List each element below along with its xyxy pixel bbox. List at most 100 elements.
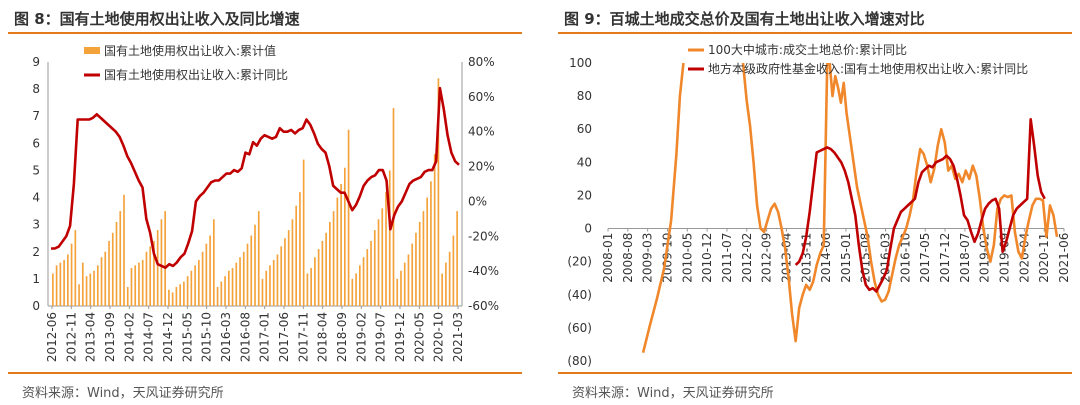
x-tick-label: 2020-10 bbox=[432, 312, 446, 362]
y-left-tick-label: 6 bbox=[32, 136, 40, 150]
bar bbox=[310, 268, 312, 306]
y-tick-label: 80 bbox=[577, 89, 592, 103]
bar bbox=[373, 230, 376, 306]
bar bbox=[377, 219, 380, 306]
bar bbox=[403, 262, 406, 306]
land-price-series-line bbox=[741, 62, 829, 343]
source-rule bbox=[8, 372, 522, 374]
bar bbox=[437, 78, 440, 306]
bar bbox=[67, 254, 69, 306]
y-left-tick-label: 3 bbox=[32, 218, 40, 232]
bar bbox=[336, 197, 339, 306]
x-tick-label: 2021-03 bbox=[451, 312, 465, 362]
bar bbox=[59, 262, 62, 306]
bar bbox=[81, 262, 84, 306]
x-tick-label: 2015-05 bbox=[180, 312, 194, 362]
bar bbox=[257, 211, 260, 306]
bar bbox=[329, 221, 331, 306]
x-tick-label: 2009-03 bbox=[641, 233, 655, 283]
bar bbox=[216, 287, 219, 306]
bar bbox=[93, 270, 95, 306]
bar bbox=[52, 273, 54, 306]
bar bbox=[433, 154, 436, 306]
y-right-tick-label: 80% bbox=[468, 55, 495, 69]
bar bbox=[388, 170, 391, 306]
bar bbox=[317, 249, 320, 306]
y-tick-label: 100 bbox=[569, 56, 592, 70]
bar bbox=[430, 181, 432, 306]
legend-label-red: 地方本级政府性基金收入:国有土地使用权出让收入:累计同比 bbox=[708, 61, 1028, 76]
x-tick-label: 2012-02 bbox=[740, 233, 754, 283]
y-right-tick-label: -20% bbox=[468, 229, 499, 243]
y-tick-label: (40) bbox=[567, 288, 592, 302]
bar bbox=[85, 276, 88, 306]
bar bbox=[175, 287, 178, 306]
bar bbox=[347, 129, 350, 306]
y-right-tick-label: 40% bbox=[468, 125, 495, 139]
chart-source: 资料来源：Wind，天风证券研究所 bbox=[22, 386, 224, 401]
bar bbox=[284, 238, 286, 306]
bar bbox=[212, 219, 215, 306]
bar bbox=[130, 268, 133, 306]
y-left-tick-label: 5 bbox=[32, 163, 40, 177]
bar bbox=[153, 240, 155, 306]
x-tick-label: 2010-12 bbox=[700, 233, 714, 283]
x-tick-label: 2019-12 bbox=[393, 312, 407, 362]
title-rule bbox=[558, 32, 1072, 34]
bar bbox=[183, 281, 185, 306]
chart-title: 图 9：百城土地成交总价及国有土地出让收入增速对比 bbox=[564, 10, 925, 28]
land-price-series-line bbox=[828, 62, 1059, 303]
chart-panel-land-price-comparison: 图 9：百城土地成交总价及国有土地出让收入增速对比 (80) (60) (40) (2… bbox=[550, 0, 1080, 405]
bar bbox=[63, 259, 65, 306]
bar bbox=[108, 240, 110, 306]
land-revenue-series-line bbox=[794, 117, 1046, 293]
bar bbox=[332, 211, 335, 306]
bar bbox=[392, 108, 395, 306]
bar bbox=[280, 246, 283, 306]
bar bbox=[358, 265, 361, 306]
title-rule bbox=[8, 32, 522, 34]
bar bbox=[250, 235, 253, 306]
y-tick-label: 60 bbox=[577, 122, 592, 136]
bar bbox=[235, 262, 238, 306]
bar bbox=[104, 251, 107, 306]
bar bbox=[343, 167, 346, 306]
bar bbox=[74, 230, 77, 306]
bar bbox=[205, 243, 208, 306]
bar bbox=[362, 257, 365, 306]
x-tick-label: 2010-05 bbox=[680, 233, 694, 283]
bar bbox=[400, 270, 402, 306]
bar bbox=[272, 259, 275, 306]
x-tick-label: 2014-07 bbox=[142, 312, 156, 362]
x-tick-label: 2014-12 bbox=[161, 312, 175, 362]
bar bbox=[456, 211, 458, 306]
bar bbox=[254, 224, 256, 306]
legend-label-line: 国有土地使用权出让收入:累计同比 bbox=[104, 67, 288, 82]
bar bbox=[231, 268, 234, 306]
bar bbox=[201, 251, 204, 306]
x-tick-label: 2012-09 bbox=[760, 233, 774, 283]
x-tick-label: 2020-11 bbox=[1037, 233, 1051, 283]
x-tick-label: 2016-03 bbox=[879, 233, 893, 283]
bar bbox=[321, 240, 324, 306]
x-tick-label: 2018-04 bbox=[316, 312, 330, 362]
x-tick-label: 2021-06 bbox=[1057, 233, 1071, 283]
bar bbox=[299, 192, 301, 306]
bar bbox=[287, 230, 290, 306]
y-left-tick-label: 0 bbox=[32, 299, 40, 313]
bar bbox=[89, 273, 92, 306]
bar bbox=[370, 240, 372, 306]
x-tick-label: 2014-06 bbox=[819, 233, 833, 283]
x-tick-label: 2017-01 bbox=[258, 312, 272, 362]
x-tick-label: 2012-06 bbox=[45, 312, 59, 362]
chart-source: 资料来源：Wind，天风证券研究所 bbox=[572, 386, 774, 401]
bar bbox=[209, 235, 211, 306]
bar bbox=[452, 235, 455, 306]
y-left-tick-label: 4 bbox=[32, 191, 40, 205]
bar bbox=[448, 251, 451, 306]
bar bbox=[325, 232, 327, 306]
legend-swatch-bar bbox=[84, 47, 100, 54]
bar bbox=[291, 219, 294, 306]
bar bbox=[306, 273, 309, 306]
y-right-tick-label: -60% bbox=[468, 299, 499, 313]
